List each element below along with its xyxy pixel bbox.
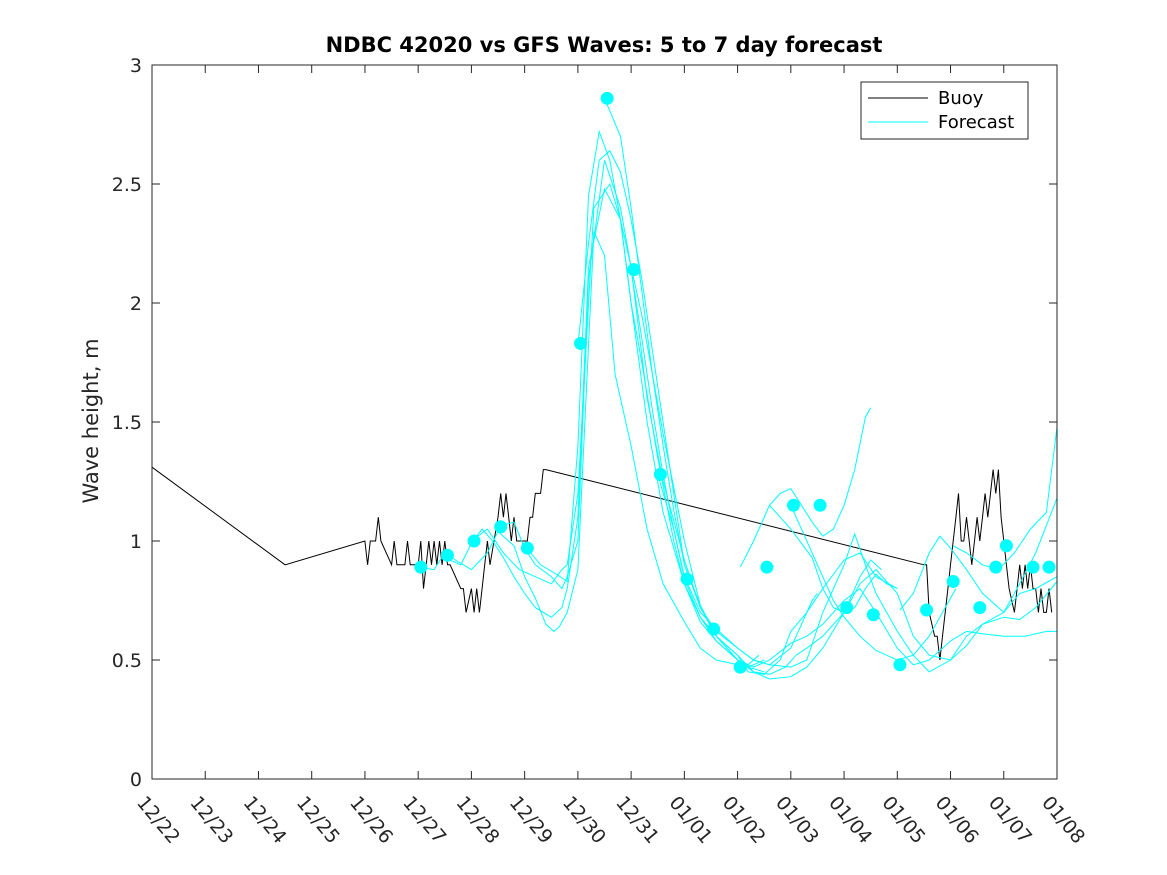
y-tick-label: 2.5 [112,174,142,196]
forecast-start-marker [467,534,481,548]
y-tick-label: 0.5 [112,650,142,672]
forecast-start-marker [520,541,534,555]
chart-title: NDBC 42020 vs GFS Waves: 5 to 7 day fore… [326,33,883,57]
forecast-start-marker [414,560,428,574]
legend-forecast-label: Forecast [938,112,1014,133]
forecast-start-marker [989,560,1003,574]
forecast-start-marker [440,548,454,562]
forecast-start-marker [946,574,960,588]
legend: Buoy Forecast [860,81,1029,140]
axes-background [152,65,1057,779]
y-tick-label: 3 [130,55,142,77]
forecast-series-line [769,504,898,613]
forecast-series-line [418,231,765,668]
forecast-start-marker [840,601,854,615]
forecast-start-marker [999,539,1013,553]
y-tick-label: 0 [130,769,142,791]
forecast-start-marker [707,622,721,636]
forecast-start-marker [574,336,588,350]
legend-buoy-label: Buoy [938,88,984,109]
forecast-series-line [899,498,1058,614]
forecast-start-marker [600,91,614,105]
forecast-start-marker [866,608,880,622]
buoy-series-line [151,466,1053,661]
forecast-start-marker [627,263,641,277]
forecast-start-marker [760,560,774,574]
forecast-series-line [524,129,1058,675]
forecast-start-marker [813,498,827,512]
y-axis-label: Wave height, m [79,338,103,503]
forecast-start-marker [1042,560,1056,574]
series-markers [414,91,1056,674]
legend-box [860,81,1029,140]
forecast-start-marker [920,603,934,617]
forecast-start-marker [733,660,747,674]
axes-box [151,64,1058,780]
forecast-start-marker [680,572,694,586]
forecast-start-marker [653,467,667,481]
forecast-start-marker [494,520,508,534]
forecast-series-line [790,505,957,661]
forecast-start-marker [973,601,987,615]
forecast-start-marker [893,658,907,672]
y-tick-label: 1.5 [112,412,142,434]
forecast-series-line [577,149,882,680]
forecast-start-marker [1026,560,1040,574]
forecast-series-line [657,474,818,666]
y-tick-label: 2 [130,293,142,315]
y-tick-label: 1 [130,531,142,553]
forecast-start-marker [786,498,800,512]
forecast-series-line [952,426,1058,571]
